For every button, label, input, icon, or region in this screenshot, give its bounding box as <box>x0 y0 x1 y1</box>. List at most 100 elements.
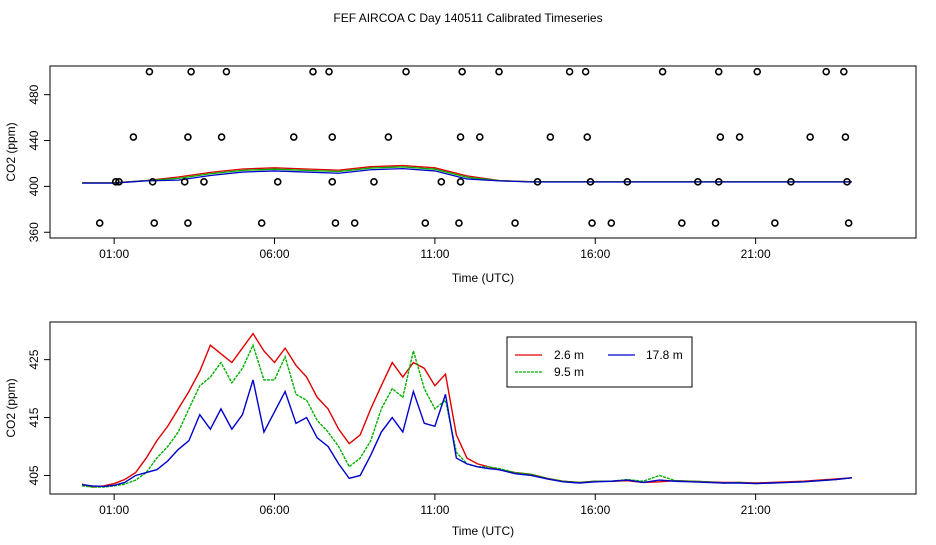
top-marker <box>841 133 850 141</box>
top-y-axis: 360 400 440 480 <box>27 84 51 242</box>
legend-frame <box>506 336 693 388</box>
top-reference-lines <box>82 164 852 184</box>
top-marker <box>273 178 282 186</box>
top-marker <box>843 178 851 186</box>
top-y-tick-label: 360 <box>27 222 41 242</box>
series-line-9-5-m <box>81 343 852 488</box>
top-marker <box>714 67 723 76</box>
top-marker <box>148 178 157 186</box>
top-reference-line <box>82 164 852 184</box>
top-marker <box>437 178 446 186</box>
top-marker <box>495 67 503 76</box>
top-marker <box>217 133 226 141</box>
top-y-tick-label: 480 <box>27 84 41 104</box>
top-marker <box>421 219 430 227</box>
top-plot-frame <box>49 65 917 239</box>
top-marker <box>565 67 574 76</box>
top-marker <box>475 133 484 141</box>
top-marker <box>716 133 725 141</box>
top-marker <box>350 219 359 227</box>
top-marker <box>455 219 463 227</box>
top-marker <box>145 67 154 76</box>
top-marker <box>623 178 632 186</box>
bottom-y-axis-label: CO2 (ppm) <box>4 378 18 437</box>
top-marker <box>583 133 592 141</box>
top-marker <box>771 219 779 227</box>
top-marker <box>607 219 616 227</box>
top-marker <box>180 178 189 186</box>
series-line-17-8-m <box>81 379 852 488</box>
top-marker <box>402 67 410 76</box>
top-marker <box>309 67 317 76</box>
bottom-x-tick-label: 06:00 <box>260 503 290 517</box>
bottom-y-axis: 405 415 425 <box>27 349 51 485</box>
top-marker <box>325 67 333 76</box>
bottom-panel: 01:00 06:00 11:00 16:00 21:00 405 415 425 Time… <box>4 321 917 538</box>
top-y-tick-label: 440 <box>27 130 41 150</box>
top-marker <box>115 178 123 186</box>
bottom-y-tick-label: 425 <box>27 349 41 369</box>
top-reference-line <box>82 166 852 184</box>
figure-title: FEF AIRCOA C Day 140511 Calibrated Times… <box>333 11 602 25</box>
top-marker <box>187 67 195 76</box>
top-x-tick-label: 11:00 <box>420 247 449 261</box>
top-x-tick-label: 16:00 <box>580 247 610 261</box>
bottom-x-tick-label: 16:00 <box>580 503 610 517</box>
legend-label-9-5m: 9.5 m <box>554 365 584 379</box>
top-x-tick-label: 21:00 <box>741 247 771 261</box>
top-marker <box>658 67 667 76</box>
top-x-tick-label: 01:00 <box>99 247 129 261</box>
top-reference-line <box>82 167 852 184</box>
top-marker <box>586 178 595 186</box>
top-marker <box>150 219 159 227</box>
top-marker <box>787 178 795 186</box>
top-marker <box>806 133 814 141</box>
top-marker <box>111 178 120 186</box>
bottom-x-axis-label: Time (UTC) <box>452 524 514 538</box>
top-marker <box>95 219 104 227</box>
top-marker <box>822 67 830 76</box>
top-marker <box>753 67 762 76</box>
top-y-tick-label: 400 <box>27 176 41 196</box>
top-marker <box>581 67 590 76</box>
top-marker <box>331 219 340 227</box>
top-markers <box>95 67 853 227</box>
top-x-axis-label: Time (UTC) <box>452 271 514 285</box>
legend: 2.6 m 17.8 m 9.5 m <box>506 336 693 388</box>
top-marker <box>844 219 853 227</box>
bottom-x-tick-label: 21:00 <box>741 503 771 517</box>
top-marker <box>588 219 596 227</box>
top-marker <box>370 178 378 186</box>
top-marker <box>714 178 723 186</box>
top-marker <box>678 219 686 227</box>
top-marker <box>456 133 465 141</box>
top-marker <box>533 178 542 186</box>
top-marker <box>458 67 466 76</box>
top-x-tick-label: 06:00 <box>260 247 290 261</box>
top-marker <box>129 133 138 141</box>
top-x-axis: 01:00 06:00 11:00 16:00 21:00 <box>99 237 771 261</box>
top-marker <box>328 133 337 141</box>
top-marker <box>456 178 465 186</box>
bottom-x-tick-label: 11:00 <box>420 503 449 517</box>
top-marker <box>328 178 337 186</box>
top-marker <box>694 178 702 186</box>
top-marker <box>711 219 720 227</box>
top-marker <box>289 133 298 141</box>
top-y-axis-label: CO2 (ppm) <box>4 122 18 181</box>
top-marker <box>200 178 208 186</box>
top-panel: 01:00 06:00 11:00 16:00 21:00 360 400 440 480 T… <box>4 65 917 285</box>
top-marker <box>184 219 192 227</box>
top-marker <box>546 133 555 141</box>
bottom-series-lines <box>81 332 852 488</box>
bottom-x-tick-label: 01:00 <box>99 503 129 517</box>
top-marker <box>184 133 192 141</box>
bottom-y-tick-label: 415 <box>27 407 41 427</box>
top-marker <box>222 67 231 76</box>
bottom-y-tick-label: 405 <box>27 465 41 485</box>
top-marker <box>511 219 519 227</box>
top-marker <box>735 133 744 141</box>
legend-label-17-8m: 17.8 m <box>646 348 683 362</box>
